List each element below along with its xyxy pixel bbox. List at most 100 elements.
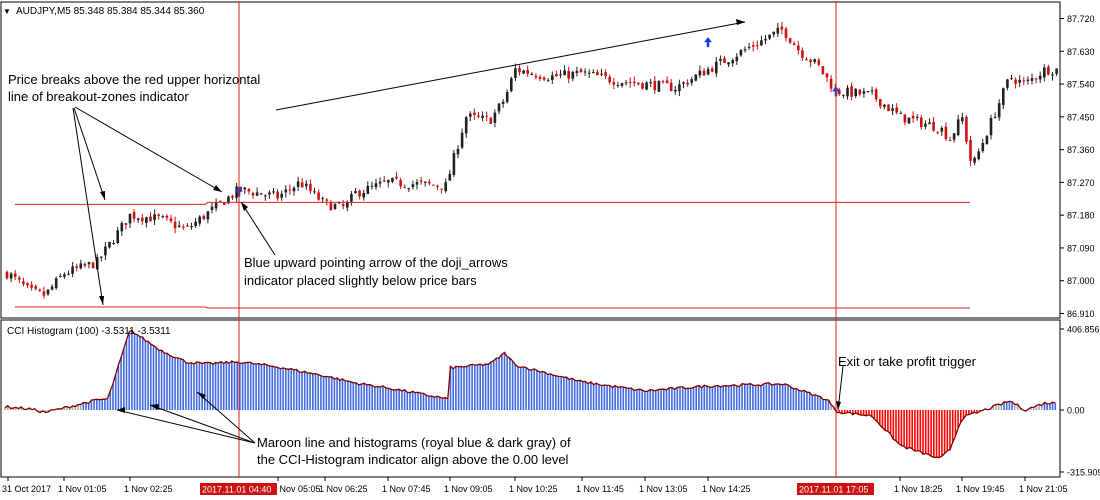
time-tick-label: 1 Nov 13:05 [639, 484, 688, 494]
candle [813, 58, 816, 65]
candle [75, 263, 78, 272]
candle [665, 76, 669, 84]
candle [903, 114, 907, 126]
candle [522, 69, 525, 75]
candle [247, 187, 251, 195]
time-tick-label: 1 Nov 21:05 [1019, 484, 1068, 494]
price-panel[interactable] [0, 1, 1061, 319]
candle [469, 111, 472, 122]
candle [108, 241, 111, 249]
candle [325, 197, 329, 206]
candle [571, 70, 575, 82]
candle [1043, 64, 1046, 82]
candle [698, 65, 702, 79]
candle [71, 262, 74, 278]
candle [259, 193, 263, 195]
time-tick-label: 1 Nov 14:25 [702, 484, 751, 494]
candle [715, 57, 718, 78]
candle [79, 259, 83, 270]
candle [1030, 73, 1034, 85]
candle [251, 191, 255, 199]
candle [751, 41, 755, 52]
candle [218, 200, 222, 203]
candle [1047, 64, 1050, 76]
doji-arrow-icon [704, 37, 712, 48]
candle [563, 65, 566, 76]
candle [940, 125, 944, 137]
candle [1038, 71, 1042, 84]
candle [965, 115, 968, 145]
candle [690, 76, 693, 86]
candle [702, 68, 706, 76]
zone-lower-line [15, 306, 970, 309]
candle [514, 63, 517, 81]
candle [473, 108, 476, 120]
candle [1018, 75, 1021, 87]
candle [596, 69, 599, 76]
candle [235, 182, 238, 202]
time-tick-label: 1 Nov 18:25 [894, 484, 943, 494]
candle [341, 199, 345, 210]
candle [969, 135, 972, 166]
candle [173, 216, 177, 234]
candle [378, 177, 382, 188]
candle [961, 112, 964, 125]
candle [579, 67, 583, 73]
candle [1002, 87, 1005, 110]
candle [907, 117, 911, 124]
candle [112, 239, 115, 245]
candle [727, 62, 730, 68]
candle [1022, 76, 1026, 85]
candle [272, 188, 275, 195]
candle [456, 145, 460, 159]
candle [731, 58, 734, 67]
candle [551, 71, 554, 84]
candle [874, 87, 878, 103]
candle [264, 194, 267, 201]
candle [592, 69, 595, 74]
time-tick-label: 1 Nov 19:45 [956, 484, 1005, 494]
candle [723, 55, 726, 63]
candle [838, 87, 841, 96]
candle [760, 35, 763, 47]
candle [780, 21, 784, 35]
candle [116, 226, 119, 245]
candle [169, 214, 173, 224]
time-tick-label: 1 Nov 09:05 [444, 484, 493, 494]
candle [362, 189, 365, 201]
candle [747, 42, 751, 50]
candle [620, 82, 624, 88]
time-tick-label: 1 Nov 01:05 [58, 484, 107, 494]
candle [772, 31, 775, 38]
candle [436, 184, 439, 191]
candle [879, 99, 882, 110]
candle [411, 180, 415, 190]
candle [764, 35, 767, 45]
candle [329, 200, 333, 211]
chart-dropdown-icon[interactable]: ▼ [3, 7, 11, 16]
candle [198, 215, 201, 227]
candle [309, 179, 312, 194]
candle [649, 78, 652, 88]
time-tick-label: 1 Nov 05:05 [272, 484, 321, 494]
price-tick-label: 87.630 [1067, 47, 1095, 57]
candle [214, 198, 218, 212]
annotation-arrowheads [99, 19, 841, 413]
candle [157, 213, 160, 220]
candle [87, 261, 91, 269]
candle [5, 270, 9, 280]
candle [63, 272, 66, 279]
candle [305, 180, 308, 190]
candle [645, 81, 648, 91]
candle [952, 132, 956, 143]
price-tick-label: 87.360 [1067, 145, 1095, 155]
candle [530, 72, 534, 76]
candle [100, 256, 103, 262]
candle [321, 196, 324, 203]
symbol-header: AUDJPY,M5 85.348 85.384 85.344 85.360 [16, 6, 205, 17]
candle [313, 187, 316, 195]
candle [546, 78, 550, 82]
candle [374, 178, 378, 190]
candle [182, 224, 185, 230]
candle [136, 217, 140, 223]
